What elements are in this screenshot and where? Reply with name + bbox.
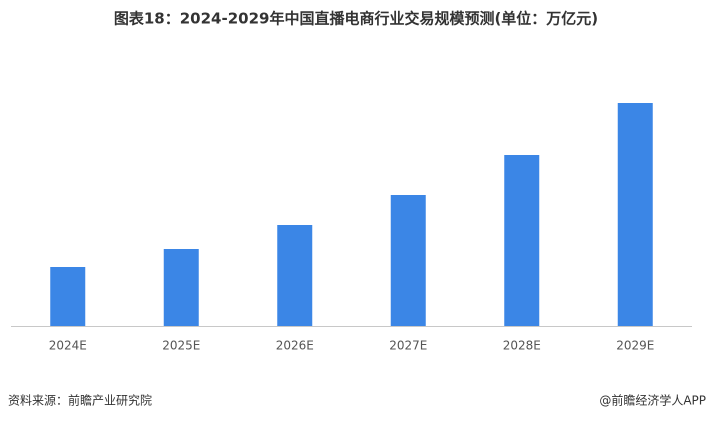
bar bbox=[277, 225, 313, 326]
bar bbox=[50, 267, 86, 326]
x-tick-label: 2028E bbox=[503, 339, 541, 353]
bar bbox=[390, 195, 426, 326]
x-tick-label: 2024E bbox=[49, 339, 87, 353]
bar bbox=[163, 249, 199, 326]
x-tick-label: 2025E bbox=[162, 339, 200, 353]
x-tick-label: 2027E bbox=[389, 339, 427, 353]
bar bbox=[617, 103, 653, 326]
chart-title: 图表18：2024-2029年中国直播电商行业交易规模预测(单位：万亿元) bbox=[114, 10, 598, 28]
x-tick-label: 2029E bbox=[616, 339, 654, 353]
credit: @前瞻经济学人APP bbox=[599, 393, 706, 408]
x-tick-label: 2026E bbox=[276, 339, 314, 353]
bar bbox=[504, 155, 540, 326]
source: 资料来源：前瞻产业研究院 bbox=[8, 393, 152, 408]
